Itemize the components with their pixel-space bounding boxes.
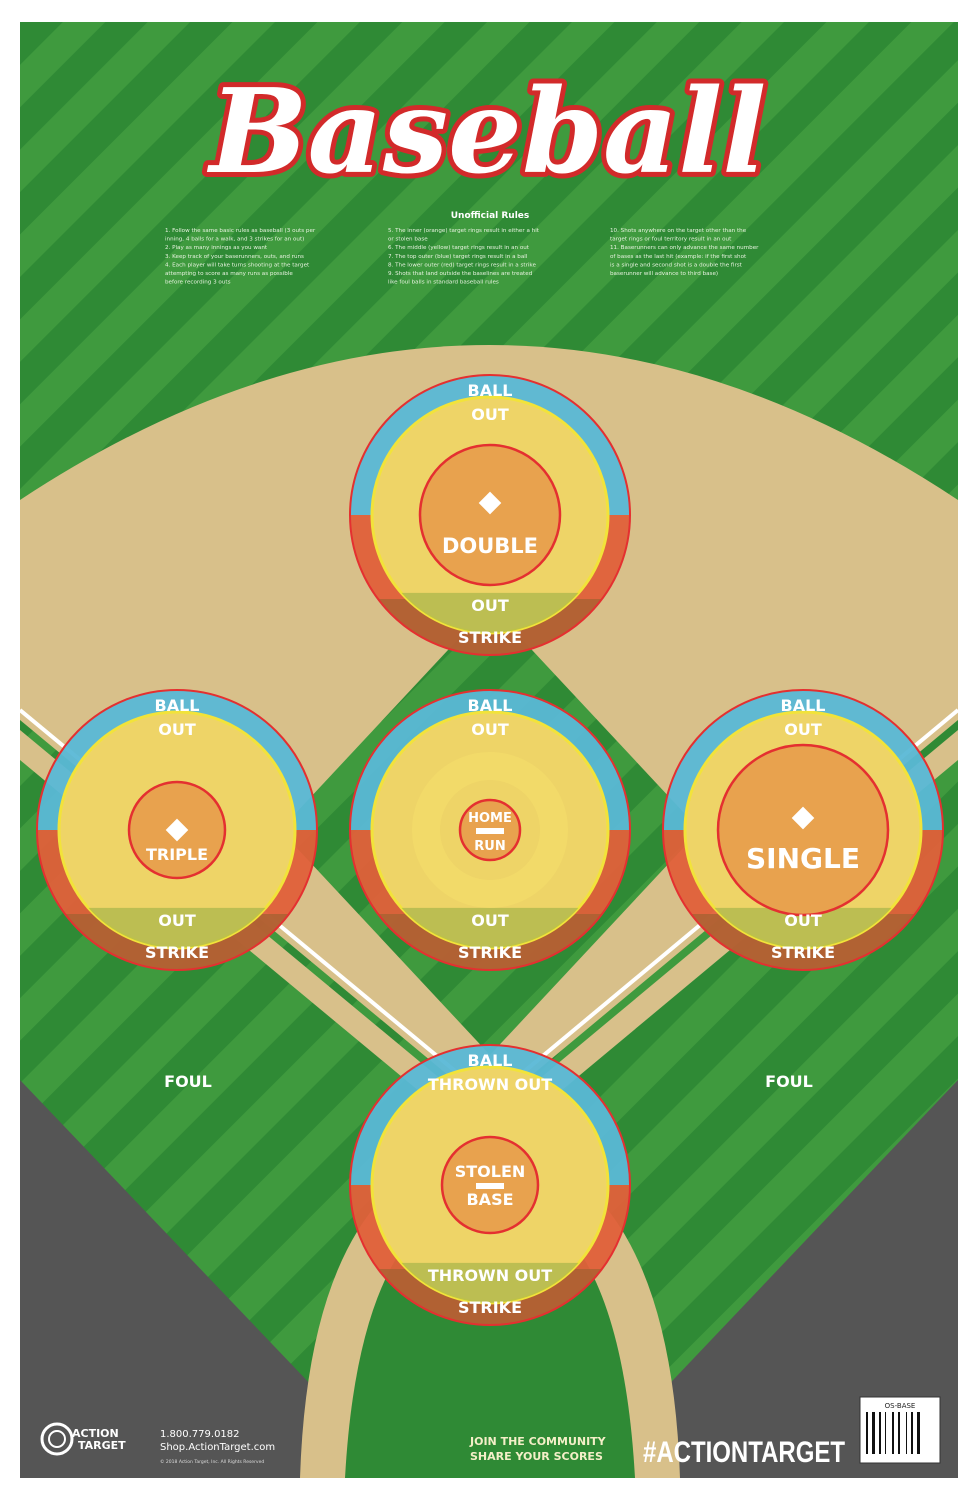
rule-line: 3. Keep track of your baserunners, outs,… [165,254,304,260]
rule-line: attempting to score as many runs as poss… [165,271,293,277]
ball-label: BALL [468,1051,513,1070]
out-label-bottom: OUT [784,911,822,930]
brand-line2: TARGET [78,1439,126,1452]
rule-line: 5. The inner (orange) target rings resul… [388,228,540,234]
copyright: © 2018 Action Target, Inc. All Rights Re… [160,1458,264,1465]
rule-line: target rings or foul territory result in… [610,237,732,243]
out-label-bottom: THROWN OUT [428,1266,552,1285]
community-line1: JOIN THE COMMUNITY [469,1435,607,1448]
center-ring[interactable] [418,443,562,587]
rule-line: 11. Baserunners can only advance the sam… [610,245,759,251]
rule-line: baserunner will advance to third base) [610,271,718,277]
center-label-bottom: BASE [466,1190,513,1209]
hit-label: DOUBLE [442,534,538,558]
strike-label: STRIKE [458,1298,522,1317]
website-link[interactable]: Shop.ActionTarget.com [160,1442,275,1453]
target-logo-icon [40,1422,74,1456]
divider-bar [476,828,504,834]
divider-bar [476,1183,504,1189]
out-label-bottom: OUT [158,911,196,930]
out-label-top: OUT [471,720,509,739]
rules-heading: Unofficial Rules [451,211,530,221]
foul-label-left: FOUL [164,1072,212,1091]
rule-line: 10. Shots anywhere on the target other t… [610,228,747,234]
base-diamond-icon [791,806,815,830]
rule-line: inning, 4 balls for a walk, and 3 strike… [165,237,304,243]
strike-label: STRIKE [458,628,522,647]
rule-line: or stolen base [388,237,428,243]
center-label-top: STOLEN [455,1162,526,1181]
rule-line: like foul balls in standard baseball rul… [388,280,499,286]
out-label-bottom: OUT [471,911,509,930]
hit-label: TRIPLE [146,845,208,864]
barcode-bars [866,1412,920,1454]
rules-text: 1. Follow the same basic rules as baseba… [165,228,759,286]
rule-line: 8. The lower outer (red) target rings re… [388,262,536,268]
out-label-bottom: OUT [471,596,509,615]
target-pitchers-mound[interactable]: BALL OUT OUT STRIKE HOME RUN [349,689,631,971]
hashtag: #ACTIONTARGET [643,1436,845,1469]
rule-line: of bases as the last hit (example: if th… [610,254,747,260]
foul-corner-right [580,1080,958,1478]
footer: ACTION TARGET 1.800.779.0182 Shop.Action… [40,1396,941,1469]
foul-label-right: FOUL [765,1072,813,1091]
target-second-base[interactable]: BALL OUT OUT STRIKE DOUBLE [349,374,631,656]
phone-number: 1.800.779.0182 [160,1429,240,1440]
foul-corner-left [20,1080,400,1478]
action-target-logo: ACTION TARGET [40,1422,126,1456]
ball-label: BALL [468,381,513,400]
rule-line: 6. The middle (yellow) target rings resu… [388,245,530,251]
rule-line: 4. Each player will take turns shooting … [165,262,310,268]
base-diamond-icon [478,491,502,515]
target-third-base[interactable]: BALL OUT OUT STRIKE TRIPLE [36,689,318,971]
target-first-base[interactable]: BALL OUT OUT STRIKE SINGLE [662,689,944,971]
out-label-top: OUT [784,720,822,739]
product-code: OS-BASE [885,1402,916,1410]
rule-line: 2. Play as many innings as you want [165,245,268,251]
rule-line: before recording 3 outs [165,280,231,286]
strike-label: STRIKE [145,943,209,962]
center-label-bottom: RUN [474,839,505,854]
targets: BALL OUT OUT STRIKE DOUBLE BALL OUT OUT STRIKE TR… [36,374,944,1326]
hit-label: SINGLE [746,842,860,875]
center-label-top: HOME [468,811,512,826]
strike-label: STRIKE [458,943,522,962]
rule-line: 7. The top outer (blue) target rings res… [388,254,528,260]
rule-line: 1. Follow the same basic rules as baseba… [165,228,316,234]
rule-line: 9. Shots that land outside the baselines… [388,271,533,277]
out-label-top: THROWN OUT [428,1075,552,1094]
center-ring[interactable] [716,743,890,917]
strike-label: STRIKE [771,943,835,962]
brand-line1: ACTION [72,1427,119,1440]
ball-label: BALL [781,696,826,715]
ball-label: BALL [155,696,200,715]
community-line2: SHARE YOUR SCORES [470,1450,603,1463]
rule-line: is a single and second shot is a double … [610,262,743,268]
ball-label: BALL [468,696,513,715]
target-home-plate[interactable]: BALL THROWN OUT THROWN OUT STRIKE STOLEN BASE [349,1044,631,1326]
title: Baseball [207,64,767,200]
out-label-top: OUT [471,405,509,424]
out-label-top: OUT [158,720,196,739]
